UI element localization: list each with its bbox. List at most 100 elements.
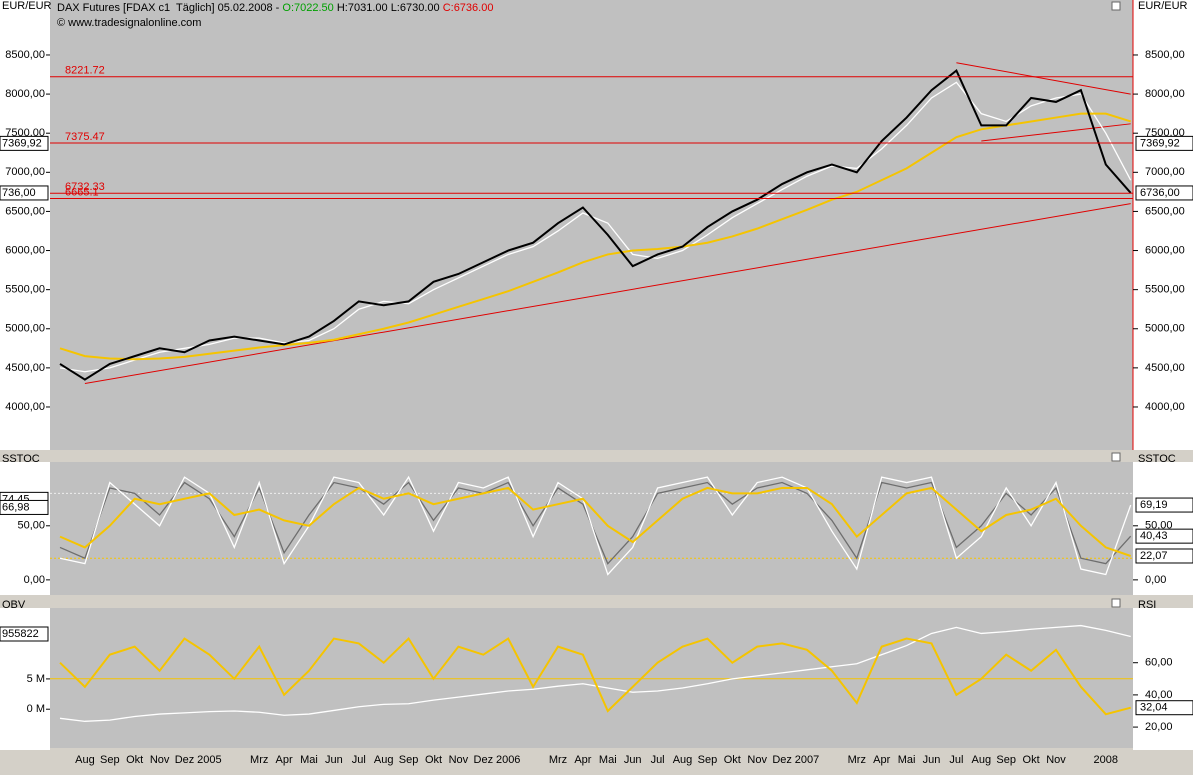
value-label-box	[1135, 528, 1193, 544]
y-label: SSTOC	[1138, 453, 1176, 465]
value-label: 66,98	[2, 501, 30, 513]
y2-tick-label: 20,00	[1145, 721, 1173, 733]
x-tick-label: Mrz	[250, 754, 268, 766]
series-line	[59, 475, 1132, 576]
value-label-box	[1135, 700, 1193, 716]
x-tick-label: Mrz	[549, 754, 567, 766]
y-label: SSTOC	[2, 453, 40, 465]
x-tick-label: Nov	[747, 754, 767, 766]
obv-panel	[50, 608, 1133, 748]
y-tick-label: 8500,00	[5, 49, 45, 61]
level-label: 8221.72	[65, 65, 105, 77]
value-label: 22,07	[1140, 550, 1168, 562]
y-tick-label: 5 M	[27, 673, 45, 685]
separator	[0, 450, 1193, 462]
x-tick-label: Mai	[599, 754, 617, 766]
series-line	[59, 69, 1132, 381]
x-tick-label: Nov	[449, 754, 469, 766]
x-tick-label: Aug	[972, 754, 992, 766]
x-tick-label: Sep	[399, 754, 419, 766]
value-label-box	[0, 499, 49, 515]
x-tick-label: Okt	[126, 754, 143, 766]
button[interactable]	[1111, 598, 1121, 608]
y2-tick-label: 0,00	[1145, 574, 1166, 586]
x-tick-label: Sep	[698, 754, 718, 766]
header: DAX Futures [FDAX c1 Täglich] 05.02.2008…	[57, 2, 493, 14]
series-line	[59, 112, 1131, 361]
x-tick-label: Apr	[276, 754, 293, 766]
y-tick-label: 0 M	[27, 703, 45, 715]
button[interactable]	[1111, 1, 1121, 11]
value-label-box	[0, 626, 49, 642]
value-label-box	[0, 135, 49, 151]
sstoc-panel	[50, 462, 1133, 595]
x-tick-label: Dez	[175, 754, 195, 766]
x-tick-label: 2008	[1094, 754, 1118, 766]
value-label: 7369,92	[1140, 137, 1180, 149]
y2-tick-label: 40,00	[1145, 689, 1173, 701]
x-tick-label: Okt	[724, 754, 741, 766]
left-axis	[0, 0, 50, 750]
x-tick-label: Jun	[923, 754, 941, 766]
right-axis	[1133, 0, 1193, 750]
y-tick-label: 6000,00	[5, 244, 45, 256]
value-label: 40,43	[1140, 530, 1168, 542]
x-tick-label: Sep	[100, 754, 120, 766]
x-tick-label: Aug	[75, 754, 95, 766]
y-tick-label: 5000,00	[5, 323, 45, 335]
x-tick-label: 2005	[197, 754, 221, 766]
x-tick-label: Jun	[624, 754, 642, 766]
y-tick-label: 4500,00	[5, 362, 45, 374]
value-label-box	[1135, 548, 1193, 564]
series-line	[59, 636, 1131, 716]
value-label-box	[0, 185, 49, 201]
y-tick-label: 8000,00	[5, 88, 45, 100]
x-tick-label: Nov	[150, 754, 170, 766]
y2-tick-label: 8000,00	[1145, 88, 1185, 100]
x-tick-label: Jul	[352, 754, 366, 766]
x-tick-label: Nov	[1046, 754, 1066, 766]
y2-tick-label: 6000,00	[1145, 244, 1185, 256]
button[interactable]	[1111, 452, 1121, 462]
y2-tick-label: 4000,00	[1145, 401, 1185, 413]
y-label: RSI	[1138, 599, 1156, 611]
separator	[0, 595, 1193, 608]
x-tick-label: Mai	[898, 754, 916, 766]
title: DAX Futures [FDAX c1 Täglich] 05.02.2008…	[57, 2, 280, 14]
y-label: OBV	[2, 599, 26, 611]
open: O:7022.50	[282, 2, 333, 14]
panel-buttons	[1111, 1, 1121, 608]
value-label-box	[1135, 185, 1193, 201]
y2-tick-label: 4500,00	[1145, 362, 1185, 374]
x-tick-label: Mrz	[848, 754, 866, 766]
y-tick-label: 6500,00	[5, 205, 45, 217]
value-label: 7369,92	[2, 137, 42, 149]
value-label: 32,04	[1140, 702, 1168, 714]
y-tick-label: 7000,00	[5, 166, 45, 178]
x-tick-label: Aug	[374, 754, 394, 766]
y-label: EUR/EUR	[1138, 0, 1188, 12]
high: H:7031.00	[337, 2, 388, 14]
low: L:6730.00	[391, 2, 440, 14]
y2-tick-label: 6500,00	[1145, 205, 1185, 217]
y2-tick-label: 5000,00	[1145, 323, 1185, 335]
x-tick-label: Jul	[949, 754, 963, 766]
x-tick-label: Okt	[1023, 754, 1040, 766]
series-line	[59, 486, 1132, 557]
value-label: 69,19	[1140, 499, 1168, 511]
value-label: 736,00	[2, 187, 36, 199]
value-label: 955822	[2, 628, 39, 640]
trend-line	[956, 62, 1131, 95]
y2-tick-label: 5500,00	[1145, 284, 1185, 296]
level-label: 7375.47	[65, 131, 105, 143]
y-label: EUR/EUR	[2, 0, 52, 12]
series-line	[59, 481, 1132, 565]
x-tick-label: 2006	[496, 754, 520, 766]
series-line	[59, 624, 1131, 722]
y-tick-label: 4000,00	[5, 401, 45, 413]
y2-tick-label: 60,00	[1145, 657, 1173, 669]
source: © www.tradesignalonline.com	[57, 17, 201, 29]
value-label: 6736,00	[1140, 187, 1180, 199]
